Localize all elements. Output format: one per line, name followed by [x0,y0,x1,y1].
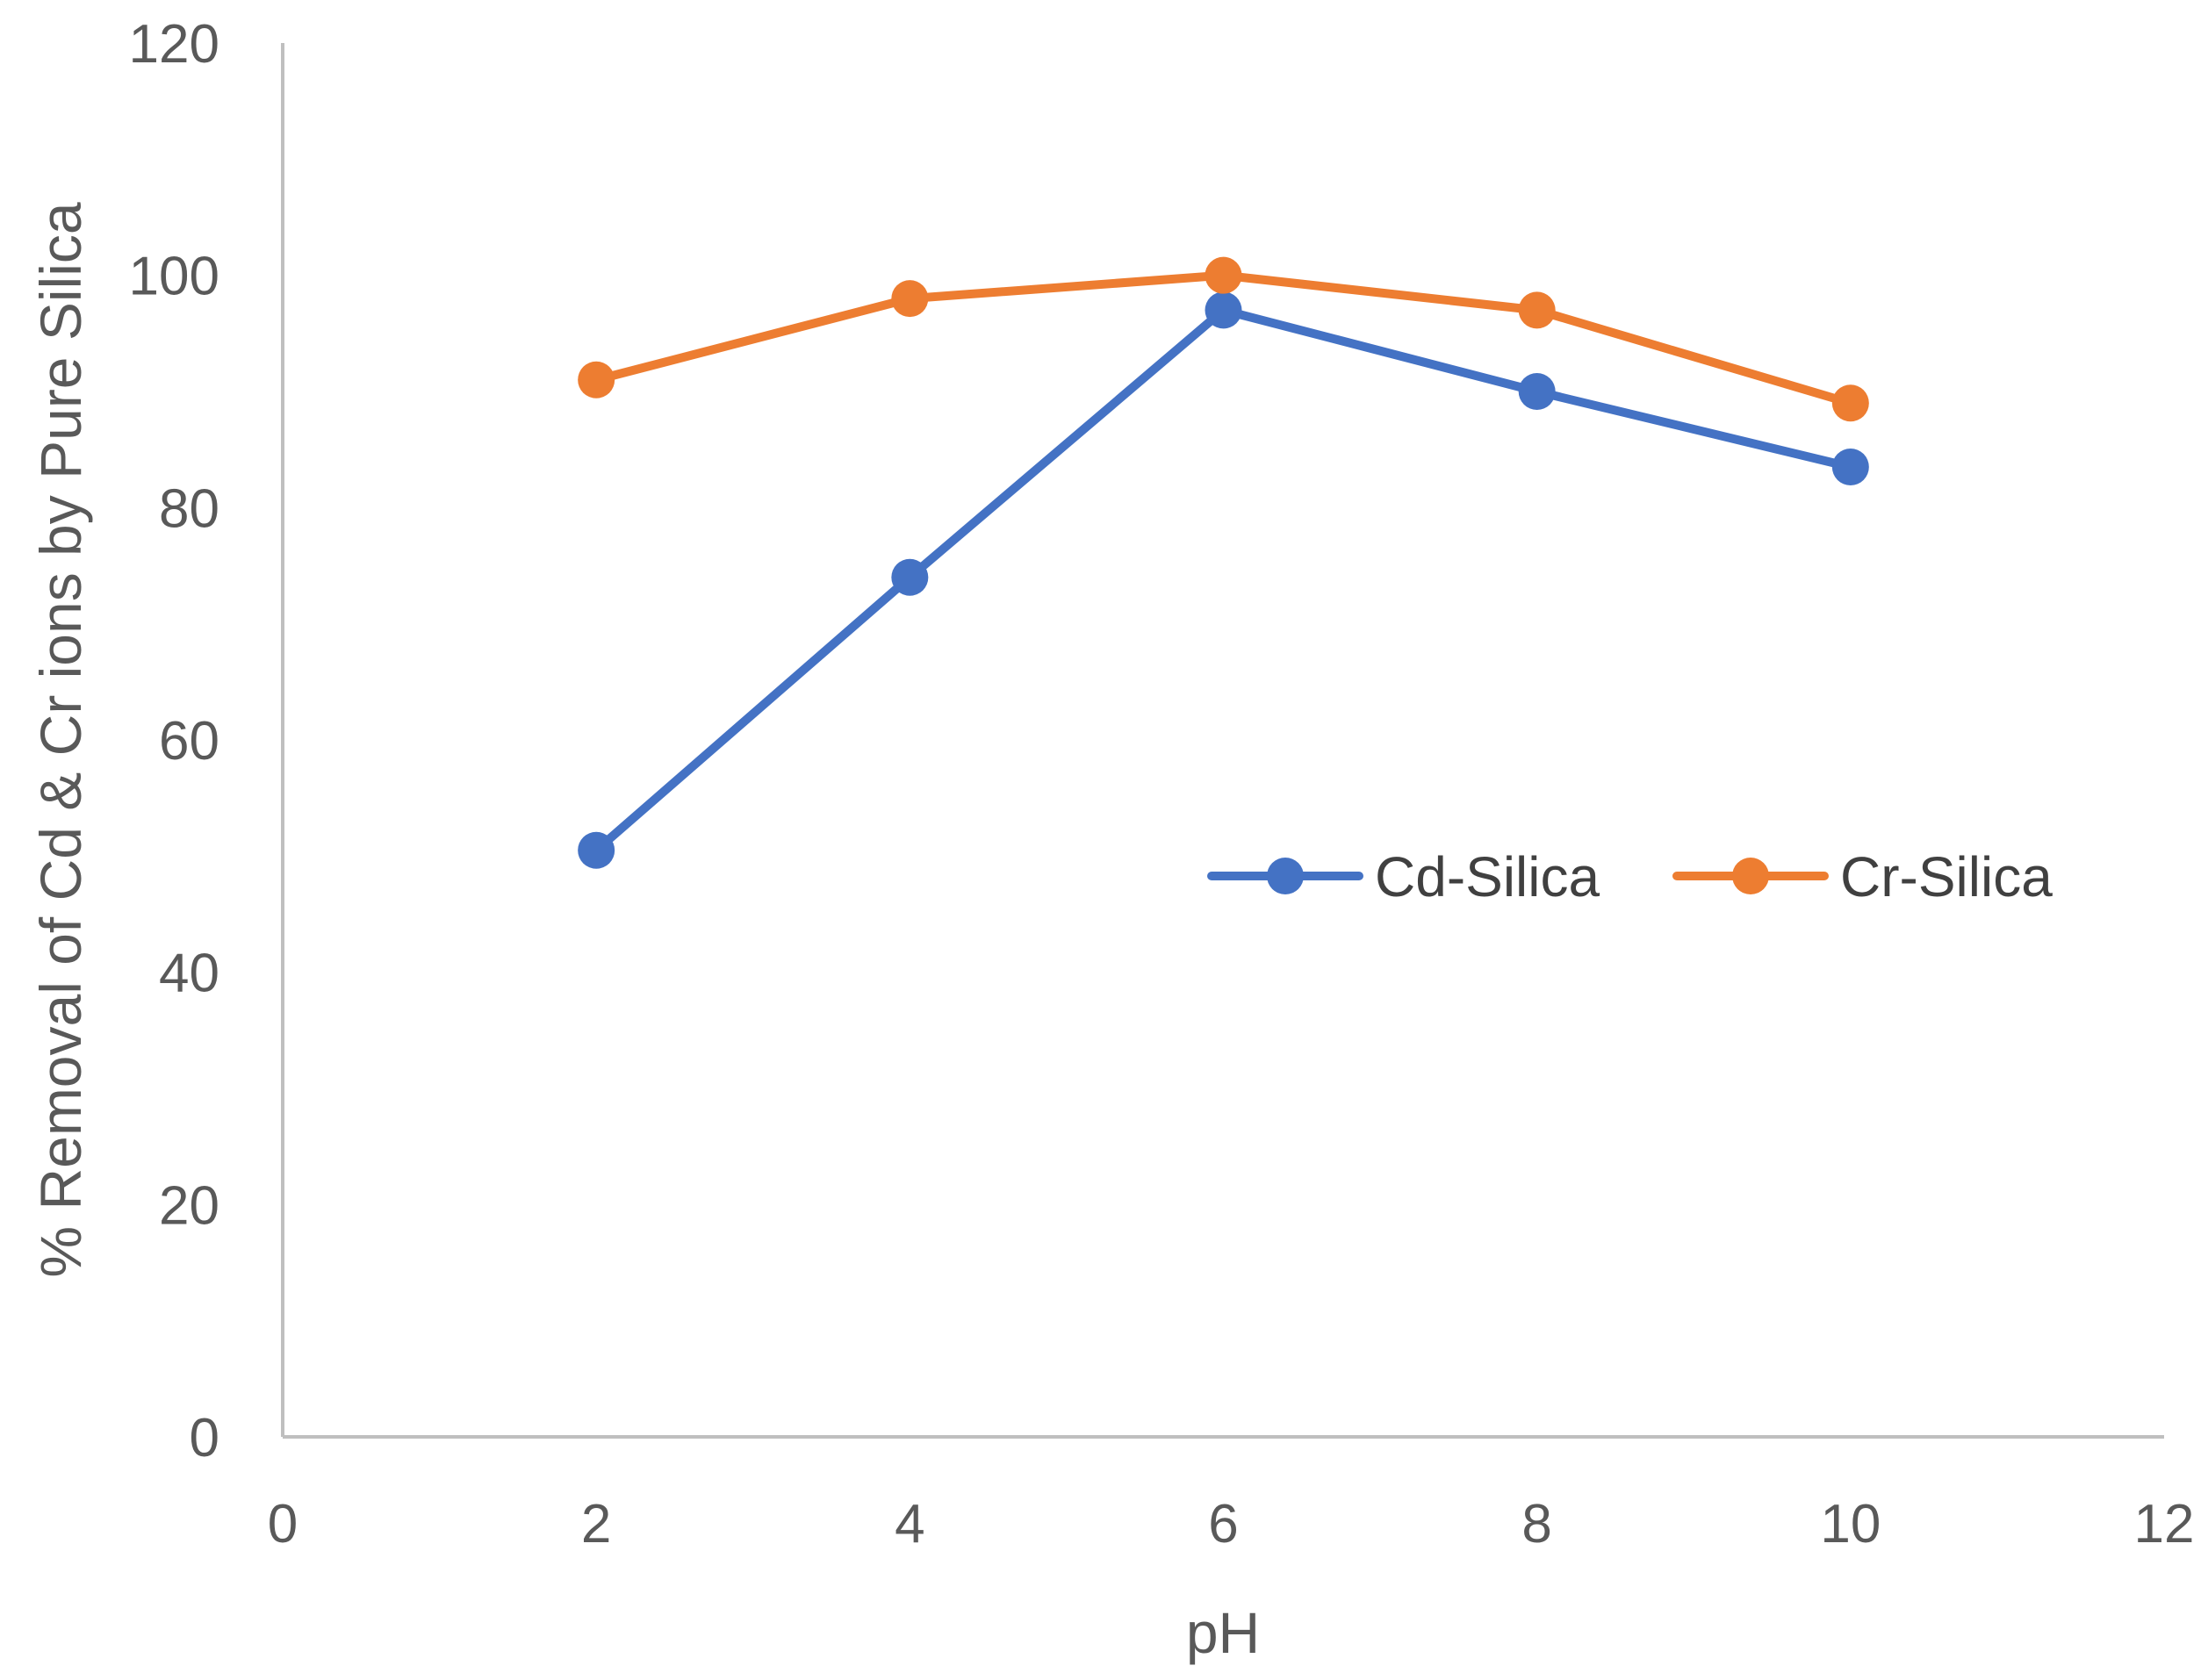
data-point-cr-silica [1205,256,1242,294]
y-axis-title: % Removal of Cd & Cr ions by Pure Silica [28,202,93,1277]
x-tick-label: 8 [1521,1494,1551,1554]
data-point-cr-silica [891,280,929,318]
data-point-cd-silica [891,558,929,596]
legend: Cd-Silica Cr-Silica [1207,845,2053,908]
x-tick-label: 10 [1820,1494,1881,1554]
data-point-cd-silica [1205,291,1242,329]
axes [281,43,2164,1439]
series-cd-silica [578,291,1869,869]
legend-label-cr-silica: Cr-Silica [1840,845,2053,908]
y-tick-label: 20 [159,1175,219,1236]
x-tick-label: 6 [1208,1494,1238,1554]
data-point-cd-silica [1831,449,1869,486]
x-axis-title: pH [1186,1600,1260,1665]
data-point-cr-silica [578,361,615,398]
data-point-cr-silica [1831,384,1869,422]
x-tick-label: 12 [2134,1494,2195,1554]
series-cr-silica [578,256,1869,422]
x-tick-label: 4 [895,1494,924,1554]
y-tick-label: 120 [129,14,219,75]
data-point-cr-silica [1518,291,1556,329]
series-lines [578,256,1869,869]
data-point-cd-silica [1518,373,1556,410]
x-tick-labels: 0 2 4 6 8 10 12 [268,1494,2195,1554]
legend-marker-cr-silica [1732,858,1769,894]
legend-label-cd-silica: Cd-Silica [1375,845,1600,908]
y-tick-labels: 0 20 40 60 80 100 120 [129,14,219,1468]
data-point-cd-silica [578,831,615,869]
y-tick-label: 0 [190,1408,219,1468]
series-line-cd-silica [592,305,1855,855]
y-tick-label: 40 [159,944,219,1004]
y-tick-label: 80 [159,478,219,539]
legend-marker-cd-silica [1267,858,1304,894]
y-tick-label: 60 [159,711,219,772]
legend-item-cr-silica: Cr-Silica [1672,845,2053,908]
y-tick-label: 100 [129,247,219,307]
x-tick-label: 0 [268,1494,298,1554]
x-tick-label: 2 [581,1494,611,1554]
legend-item-cd-silica: Cd-Silica [1207,845,1600,908]
